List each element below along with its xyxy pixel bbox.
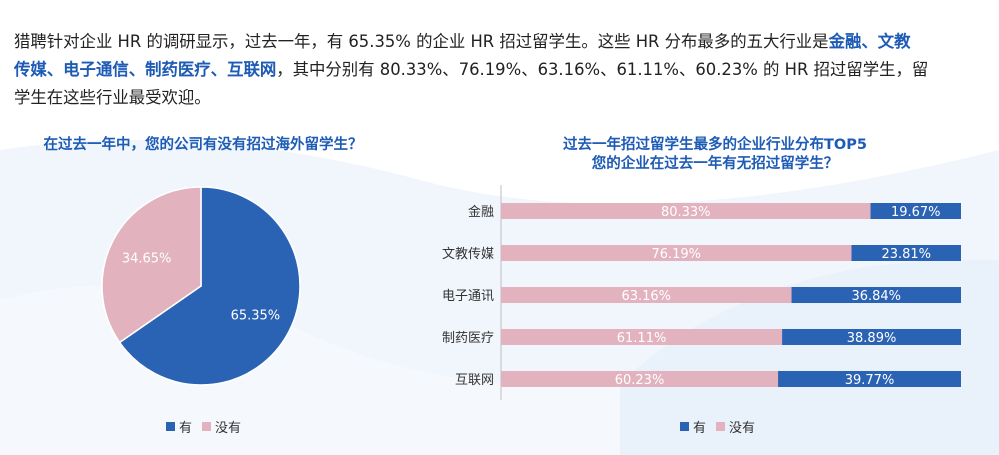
bar-segment-yes — [501, 329, 783, 345]
bar-segment-no — [870, 203, 961, 219]
bar-value-label-yes: 63.16% — [621, 289, 671, 304]
pie-chart: 65.35% 34.65% — [101, 186, 301, 386]
bar-segment-no — [778, 371, 961, 387]
bar-value-label-no: 36.84% — [851, 289, 901, 304]
pie-slice-no — [101, 186, 202, 344]
legend-label-yes: 有 — [179, 421, 193, 436]
pie-chart-title: 在过去一年中，您的公司有没有招过海外留学生？ — [43, 137, 363, 153]
pie-legend: 有 没有 — [166, 417, 247, 436]
intro-line2-text: ，其中分别有 80.33%、76.19%、63.16%、61.11%、60.23… — [276, 60, 929, 79]
bar-segment-yes — [501, 245, 852, 261]
bar-segment-yes — [501, 203, 871, 219]
bar-chart-title-line2: 您的企业在过去一年有无招过留学生？ — [591, 156, 839, 172]
pie-slice-yes — [118, 186, 301, 386]
legend-swatch-yes — [166, 422, 175, 431]
pie-slice-label-yes: 65.35% — [231, 308, 281, 323]
legend-swatch-yes — [680, 422, 689, 431]
bar-value-label-no: 39.77% — [845, 373, 895, 388]
bar-value-label-yes: 60.23% — [615, 373, 665, 388]
legend-label-no: 没有 — [215, 421, 242, 436]
bar-category-label: 制药医疗 — [442, 331, 494, 346]
bar-value-label-no: 23.81% — [881, 247, 931, 262]
intro-line1-text: 猎聘针对企业 HR 的调研显示，过去一年，有 65.35% 的企业 HR 招过留… — [14, 32, 829, 51]
pie-slice-label-no: 34.65% — [122, 252, 172, 267]
intro-highlight-industries-2: 传媒、电子通信、制药医疗、互联网 — [14, 60, 277, 79]
bar-category-label: 电子通讯 — [442, 289, 494, 304]
bar-segment-yes — [501, 371, 779, 387]
bar-chart-title: 过去一年招过留学生最多的企业行业分布TOP5 您的企业在过去一年有无招过留学生？ — [490, 136, 940, 174]
bar-value-label-yes: 80.33% — [661, 205, 711, 220]
stacked-bar-chart: 金融 80.33% 19.67% 文教传媒 76.19% 23.81% 电子通讯 63.16%… — [442, 185, 961, 400]
bar-value-label-no: 19.67% — [891, 205, 941, 220]
bar-segment-yes — [501, 287, 792, 303]
bar-value-label-no: 38.89% — [847, 331, 897, 346]
legend-swatch-no — [716, 422, 726, 431]
bar-chart-title-line1: 过去一年招过留学生最多的企业行业分布TOP5 — [563, 137, 867, 153]
bar-category-label: 金融 — [468, 204, 494, 220]
bar-value-label-yes: 76.19% — [651, 247, 701, 262]
bar-category-label: 文教传媒 — [442, 246, 494, 262]
intro-highlight-industries-1: 金融、文教 — [828, 32, 911, 51]
bar-value-label-yes: 61.11% — [617, 331, 667, 346]
legend-label-yes: 有 — [693, 421, 707, 436]
legend-swatch-no — [202, 422, 212, 431]
bar-category-label: 互联网 — [455, 373, 494, 388]
intro-line3-text: 学生在这些行业最受欢迎。 — [14, 88, 211, 107]
intro-paragraph: 猎聘针对企业 HR 的调研显示，过去一年，有 65.35% 的企业 HR 招过留… — [14, 28, 989, 112]
bar-segment-no — [851, 245, 961, 261]
bar-segment-no — [782, 329, 961, 345]
bar-legend: 有 没有 — [680, 417, 761, 436]
bar-segment-no — [791, 287, 961, 303]
legend-label-no: 没有 — [729, 421, 756, 436]
